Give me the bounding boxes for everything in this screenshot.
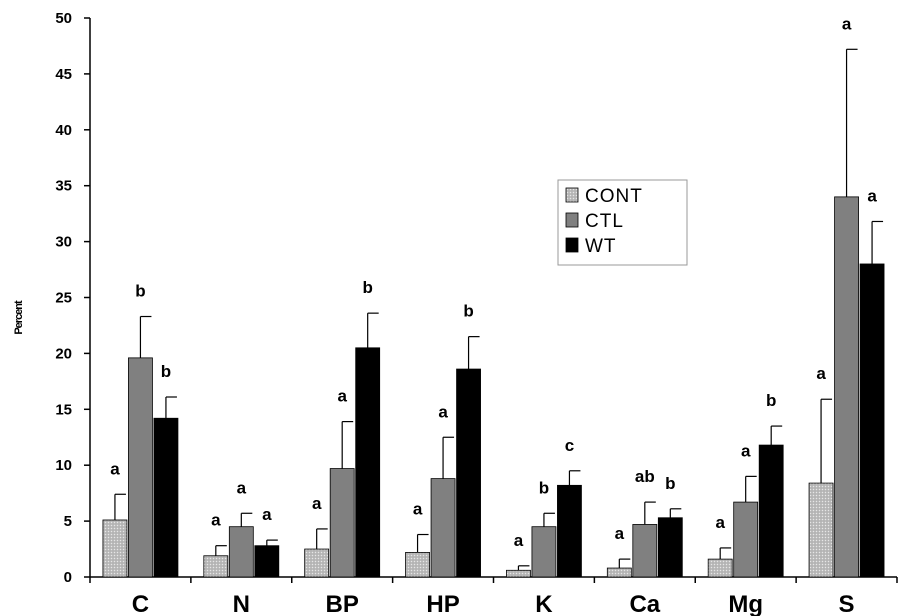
bar (254, 545, 280, 578)
category-label: N (233, 591, 250, 616)
significance-label: a (816, 364, 826, 383)
significance-label: a (413, 500, 423, 519)
y-tick-label: 25 (55, 290, 72, 307)
significance-label: a (211, 511, 221, 530)
bar (557, 484, 582, 578)
category-label: C (132, 591, 149, 616)
bar (228, 526, 254, 578)
bar (456, 368, 481, 578)
bar (707, 558, 733, 578)
bar (355, 347, 381, 578)
significance-label: a (615, 524, 625, 543)
legend-box (557, 179, 688, 266)
bar (606, 567, 632, 578)
y-tick-label: 50 (55, 10, 72, 27)
significance-label: b (766, 391, 776, 410)
bar (657, 517, 683, 578)
bar (430, 478, 456, 578)
category-label: S (839, 591, 855, 616)
y-tick-label: 35 (55, 178, 72, 195)
bar (808, 482, 834, 578)
bar (102, 519, 128, 578)
significance-label: a (867, 186, 877, 205)
bar (203, 555, 229, 578)
significance-label: a (262, 505, 272, 524)
significance-label: a (237, 478, 247, 497)
significance-label: a (110, 459, 120, 478)
y-tick-label: 20 (55, 345, 72, 362)
significance-label: a (715, 513, 725, 532)
significance-label: b (362, 278, 372, 297)
bars (102, 48, 885, 578)
legend-swatch (565, 212, 579, 228)
bar (531, 526, 557, 578)
significance-label: a (438, 402, 448, 421)
legend-label: CONT (585, 186, 643, 207)
significance-label: a (312, 494, 322, 513)
legend-swatch (565, 187, 579, 203)
bar (758, 444, 784, 578)
category-label: BP (326, 591, 359, 616)
legend-swatch (565, 237, 579, 253)
bar (859, 263, 885, 578)
significance-label: b (539, 478, 549, 497)
significance-label: c (565, 436, 574, 455)
significance-label: b (665, 474, 675, 493)
significance-label: a (842, 14, 852, 33)
y-tick-label: 45 (55, 66, 72, 83)
significance-label: b (463, 302, 473, 321)
y-axis-title: Percent (13, 300, 25, 335)
significance-label: a (741, 441, 751, 460)
y-tick-label: 15 (55, 401, 72, 418)
bar (304, 548, 330, 578)
legend-label: CTL (585, 211, 624, 232)
bar (506, 569, 531, 578)
bar (834, 196, 859, 578)
bar (733, 501, 759, 578)
category-label: HP (426, 591, 459, 616)
legend-label: WT (585, 236, 617, 257)
bar (632, 524, 658, 578)
bar (128, 357, 153, 578)
significance-label: a (514, 531, 524, 550)
category-label: Ca (629, 591, 660, 616)
y-tick-label: 40 (55, 122, 72, 139)
significance-label: a (337, 387, 347, 406)
y-tick-label: 10 (55, 457, 72, 474)
significance-label: b (161, 362, 171, 381)
bar (329, 468, 355, 578)
bar (405, 552, 430, 578)
significance-label: b (135, 282, 145, 301)
legend: CONT CTL WT (557, 179, 688, 266)
y-tick-label: 5 (64, 513, 72, 530)
category-label: Mg (728, 591, 763, 616)
y-tick-label: 30 (55, 234, 72, 251)
category-label: K (535, 591, 553, 616)
y-tick-label: 0 (64, 569, 72, 586)
bar (153, 417, 179, 578)
significance-label: ab (635, 467, 655, 486)
